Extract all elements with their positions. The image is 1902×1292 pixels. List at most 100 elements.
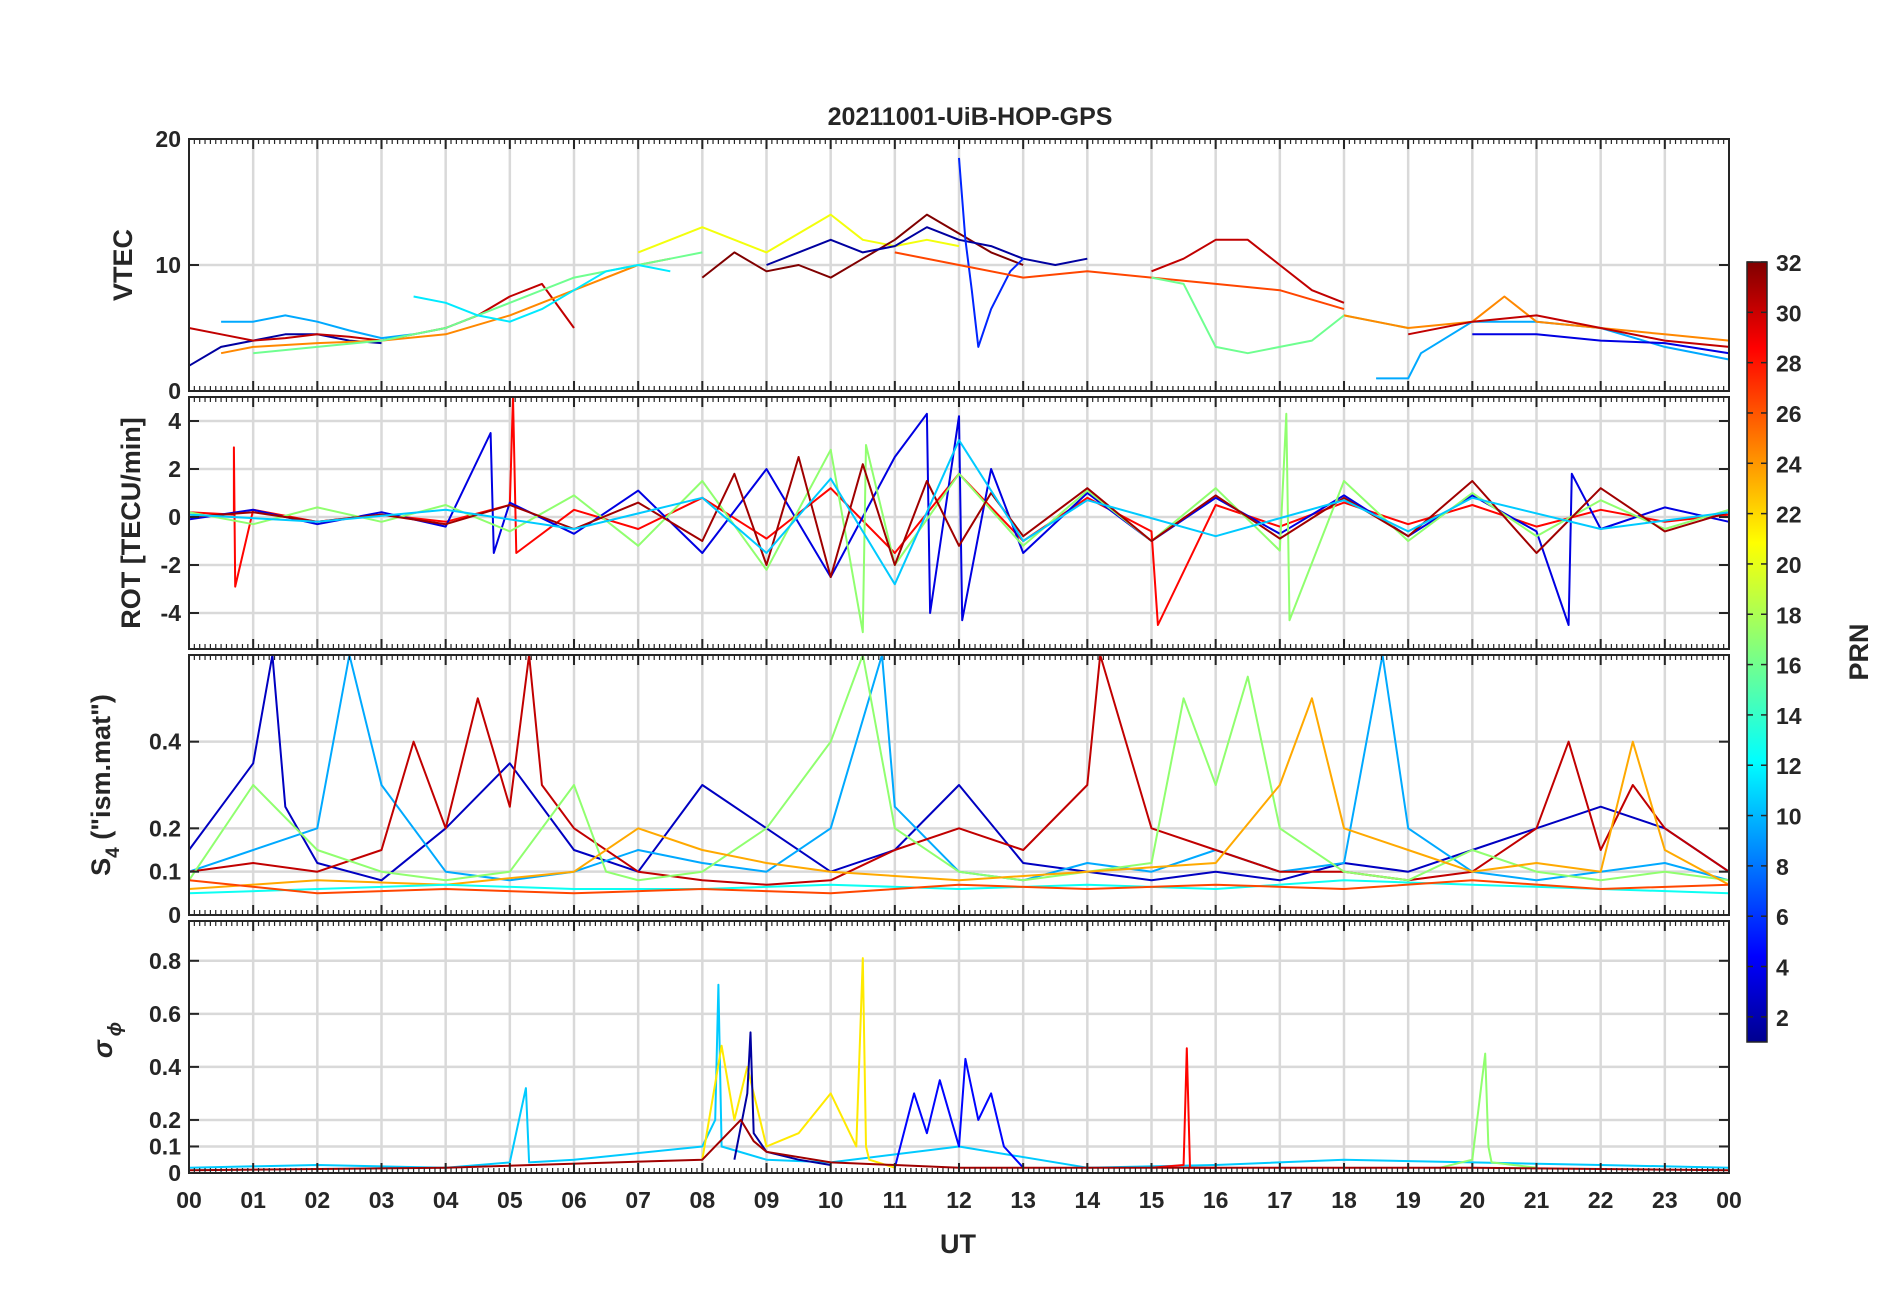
series-line-prn-4 <box>188 412 1730 626</box>
x-tick-label: 05 <box>497 1187 523 1213</box>
series-line-prn-2 <box>188 333 382 367</box>
series-line-prn-4 <box>1472 333 1730 355</box>
series-line-prn-12 <box>413 264 671 323</box>
y-tick-label: 0.1 <box>149 859 181 885</box>
series-line-prn-10 <box>221 314 414 340</box>
x-axis-label: UT <box>940 1229 976 1259</box>
series-line-prn-17 <box>188 654 1730 882</box>
x-tick-label: 09 <box>754 1187 780 1213</box>
x-tick-label: 19 <box>1395 1187 1421 1213</box>
y-tick-label: 0 <box>168 504 181 530</box>
series-line-prn-17 <box>188 412 1730 634</box>
x-tick-label: 00 <box>176 1187 202 1213</box>
y-tick-label: 0 <box>168 1160 181 1186</box>
colorbar-tick-label: 2 <box>1776 1005 1789 1031</box>
sigma-ylabel: σϕ <box>88 1022 126 1058</box>
series-line-prn-30 <box>1151 238 1345 304</box>
s4-ylabel: S4 ("ism.mat") <box>86 694 124 876</box>
series-line-prn-20 <box>637 213 960 254</box>
colorbar-tick-label: 20 <box>1776 552 1802 578</box>
colorbar-tick-label: 8 <box>1776 854 1789 880</box>
y-tick-label: 0.2 <box>149 1107 181 1133</box>
x-tick-label: 18 <box>1331 1187 1357 1213</box>
sigma-grid <box>189 921 1729 1173</box>
colorbar-label: PRN <box>1844 623 1874 680</box>
x-tick-label: 03 <box>369 1187 395 1213</box>
x-tick-label: 01 <box>240 1187 266 1213</box>
x-axis-ticks: 00 01 02 03 04 05 06 07 08 09 10 11 12 13 14 15 16 17 18 19… <box>176 1187 1742 1213</box>
y-tick-label: 0 <box>168 378 181 404</box>
colorbar-tick-label: 28 <box>1776 351 1802 377</box>
series-line-prn-11 <box>188 439 1730 586</box>
x-tick-label: 21 <box>1524 1187 1550 1213</box>
y-tick-label: -4 <box>161 600 182 626</box>
s4-series <box>188 654 1730 895</box>
x-tick-label: 07 <box>625 1187 651 1213</box>
y-tick-label: 2 <box>168 456 181 482</box>
x-tick-label: 22 <box>1588 1187 1614 1213</box>
y-tick-label: 0.6 <box>149 1001 181 1027</box>
series-line-prn-23 <box>188 697 1730 890</box>
rot-ticks: -4 -2 0 2 4 <box>161 397 1730 649</box>
y-tick-label: 0.4 <box>149 1054 181 1080</box>
colorbar-tick-label: 22 <box>1776 502 1802 528</box>
series-line-prn-2 <box>766 226 1088 266</box>
x-tick-label: 17 <box>1267 1187 1293 1213</box>
x-tick-label: 15 <box>1139 1187 1165 1213</box>
series-line-prn-17 <box>1440 1052 1537 1169</box>
y-tick-label: 0.8 <box>149 948 181 974</box>
colorbar-tick-label: 26 <box>1776 401 1802 427</box>
y-tick-label: 10 <box>155 252 181 278</box>
series-line-prn-31 <box>188 456 1730 578</box>
vtec-ylabel: VTEC <box>108 229 138 301</box>
x-tick-label: 08 <box>690 1187 716 1213</box>
panel-rot: -4 -2 0 2 4 ROT [TECU/min] <box>116 396 1730 650</box>
vtec-ticks: 0 10 20 <box>155 126 1730 404</box>
series-line-prn-31 <box>188 1118 1730 1172</box>
colorbar-tick-label: 12 <box>1776 753 1802 779</box>
colorbar-tick-label: 10 <box>1776 804 1802 830</box>
x-tick-label: 14 <box>1075 1187 1101 1213</box>
series-line-prn-30 <box>1408 314 1730 348</box>
colorbar-tick-label: 6 <box>1776 904 1789 930</box>
series-line-prn-26 <box>188 879 1730 895</box>
sigma-ticks: 00.10.2 0.4 0.6 0.8 <box>149 921 1730 1186</box>
series-line-prn-6 <box>958 157 1024 348</box>
x-tick-label: 20 <box>1460 1187 1486 1213</box>
series-line-prn-10 <box>1376 320 1730 380</box>
colorbar-tick-label: 32 <box>1776 250 1802 276</box>
colorbar-gradient <box>1746 261 1768 1043</box>
vtec-series <box>188 157 1730 380</box>
colorbar-tick-label: 18 <box>1776 602 1802 628</box>
series-line-prn-24 <box>220 257 671 355</box>
rot-ylabel: ROT [TECU/min] <box>116 417 146 628</box>
s4-ticks: 0 0.1 0.2 0.4 <box>149 655 1730 928</box>
colorbar-tick-label: 24 <box>1776 451 1802 477</box>
series-line-prn-24 <box>1343 295 1730 342</box>
x-tick-label: 16 <box>1203 1187 1229 1213</box>
y-tick-label: 0.2 <box>149 815 181 841</box>
y-tick-label: 20 <box>155 126 181 152</box>
series-line-prn-32 <box>701 213 1024 279</box>
colorbar-tick-label: 14 <box>1776 703 1802 729</box>
series-line-prn-5 <box>893 1057 1024 1169</box>
x-tick-label: 00 <box>1716 1187 1742 1213</box>
series-line-prn-26 <box>894 251 1345 311</box>
sigma-series <box>188 957 1730 1172</box>
x-tick-label: 10 <box>818 1187 844 1213</box>
x-tick-label: 11 <box>883 1187 908 1213</box>
rot-series <box>188 396 1730 634</box>
y-tick-label: 0.4 <box>149 729 181 755</box>
colorbar-tick-label: 16 <box>1776 653 1802 679</box>
colorbar-tick-label: 30 <box>1776 300 1802 326</box>
x-tick-label: 06 <box>561 1187 587 1213</box>
x-tick-label: 23 <box>1652 1187 1678 1213</box>
y-tick-label: -2 <box>161 552 181 578</box>
x-tick-label: 04 <box>433 1187 459 1213</box>
series-line-prn-11 <box>188 983 1730 1169</box>
x-tick-label: 13 <box>1010 1187 1036 1213</box>
colorbar-tick-label: 4 <box>1776 955 1789 981</box>
